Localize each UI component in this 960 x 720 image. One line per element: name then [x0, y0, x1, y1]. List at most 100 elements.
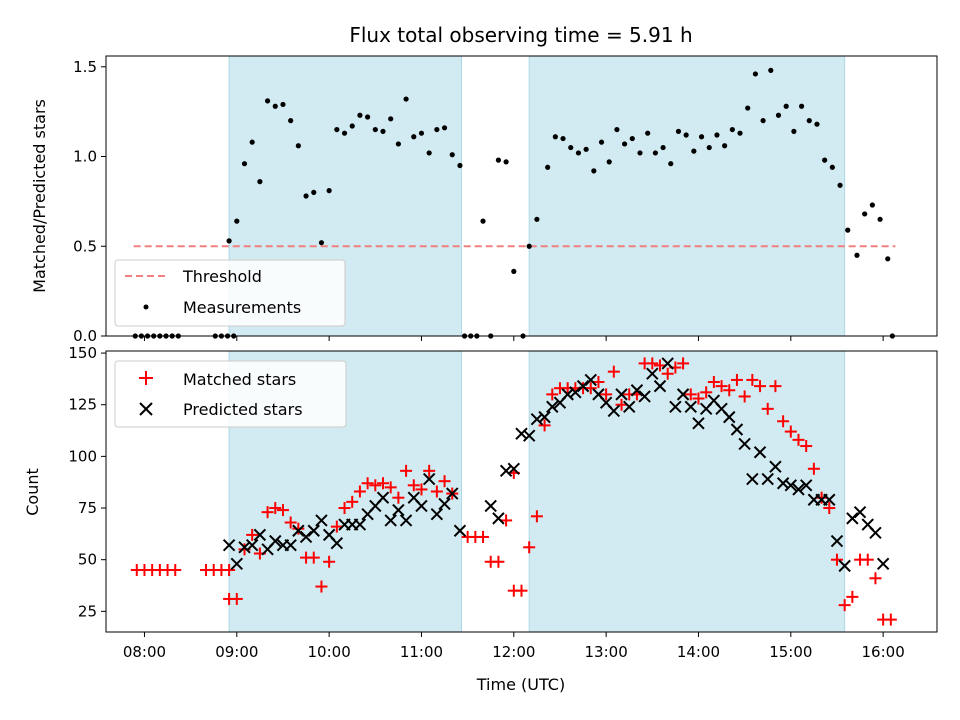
matched-point [707, 375, 720, 388]
matched-point [477, 530, 490, 543]
predicted-point [422, 472, 436, 486]
measurement-point [341, 130, 348, 136]
measurement-point [318, 240, 325, 246]
measurement-point [418, 130, 425, 136]
predicted-point [838, 559, 851, 573]
matched-point [330, 520, 343, 533]
predicted-point [738, 437, 751, 451]
predicted-point [653, 379, 667, 393]
matched-point [169, 564, 182, 577]
predicted-point [584, 373, 597, 387]
measurement-point [234, 218, 240, 224]
predicted-point [684, 400, 697, 413]
matched-point [846, 590, 859, 603]
matched-point [654, 359, 666, 372]
top-y-axis-title: Matched/Predicted stars [30, 99, 49, 293]
predicted-point [399, 514, 413, 527]
matched-point [777, 415, 790, 428]
matched-point [223, 564, 236, 577]
predicted-legend-swatch [139, 402, 153, 416]
measurement-point [760, 118, 766, 124]
predicted-point [492, 512, 505, 525]
predicted-point [546, 400, 559, 413]
measurement-point [768, 67, 774, 73]
measurement-point [668, 161, 674, 167]
measurement-point [511, 268, 517, 274]
measurement-point [652, 150, 658, 156]
x-tick-label: 10:00 [308, 643, 351, 661]
measurement-point [534, 216, 540, 222]
matched-point [738, 390, 751, 403]
measurement-point [783, 103, 789, 109]
matched-point [361, 477, 374, 490]
predicted-point [792, 483, 805, 496]
measurement-point [449, 152, 455, 158]
predicted-point [676, 388, 690, 401]
measurement-point [311, 189, 317, 196]
predicted-point [615, 388, 628, 401]
x-axis-title: Time (UTC) [476, 675, 565, 694]
predicted-point [869, 526, 882, 540]
measurement-point [752, 71, 759, 77]
predicted-point [484, 499, 497, 513]
bottom-x-ticks: 08:00 09:00 10:00 11:00 12:00 13:00 14:00 15:00… [123, 632, 905, 661]
predicted-point [392, 503, 405, 517]
predicted-point [746, 472, 759, 486]
measurement-point [837, 182, 843, 188]
matched-point [746, 373, 759, 386]
measurement-point [288, 118, 294, 124]
y-tick-label: 0.0 [73, 327, 97, 345]
measurement-point [257, 179, 263, 185]
predicted-point [353, 518, 367, 531]
predicted-point [230, 557, 244, 571]
measurement-point [226, 238, 232, 244]
x-tick-label: 16:00 [862, 643, 905, 661]
measurement-point [869, 202, 875, 208]
matched-point [269, 502, 282, 515]
measurement-point [706, 144, 712, 151]
matched-point [523, 541, 536, 554]
predicted-point [284, 539, 297, 552]
threshold-legend-label: Threshold [182, 267, 262, 286]
measurement-point [503, 159, 509, 165]
x-tick-label: 11:00 [400, 643, 443, 661]
predicted-point [646, 367, 659, 380]
measurement-point [395, 141, 401, 147]
measurement-point [365, 114, 371, 120]
measurement-point [829, 164, 835, 170]
matched-point [869, 572, 882, 585]
measurement-point [280, 101, 286, 108]
predicted-point [522, 429, 536, 442]
measurement-point [552, 134, 558, 140]
measurement-point [545, 164, 551, 170]
measurement-point [737, 130, 743, 136]
measurement-point [854, 252, 860, 258]
predicted-point [446, 487, 459, 500]
measurement-point [434, 126, 440, 133]
top-x-ticks [143, 336, 884, 341]
bottom-axes-frame [105, 350, 938, 633]
matched-point [346, 495, 359, 508]
matched-point [276, 504, 289, 517]
measurement-point [722, 143, 728, 149]
measurement-point [349, 123, 355, 129]
matched-point [754, 380, 767, 393]
measurement-point [457, 162, 463, 169]
predicted-point [376, 491, 390, 504]
x-tick-label: 12:00 [492, 643, 535, 661]
shaded-interval-2 [528, 55, 846, 337]
x-tick-label: 09:00 [215, 643, 258, 661]
predicted-point [222, 539, 236, 552]
predicted-point [607, 404, 621, 418]
predicted-point [515, 427, 528, 440]
matched-point [823, 502, 836, 515]
bottom-y-axis-title: Count [23, 468, 42, 516]
predicted-point [638, 390, 651, 403]
predicted-legend-label: Predicted stars [183, 400, 303, 419]
matched-point [646, 357, 659, 370]
measurement-point [591, 168, 597, 174]
x-tick-label: 15:00 [769, 643, 812, 661]
matched-point [715, 380, 728, 393]
measurement-point [629, 135, 635, 142]
